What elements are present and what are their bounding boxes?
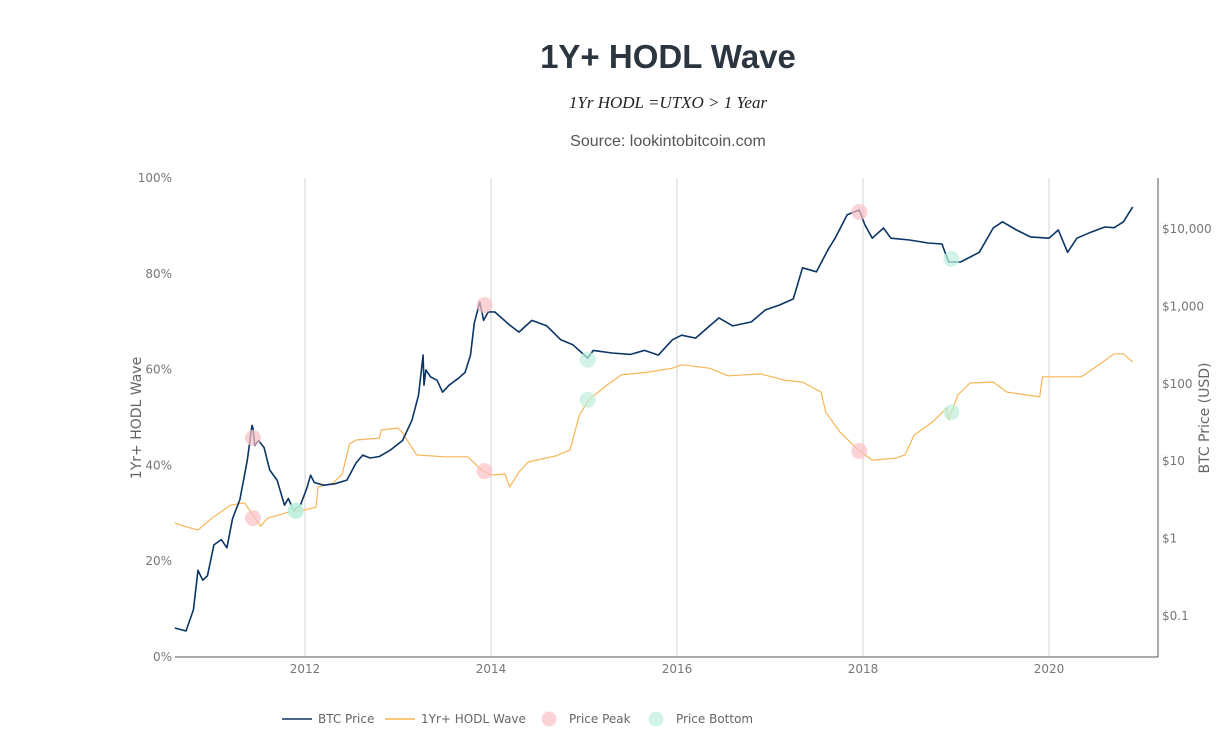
right-y-tick-label: $10 [1162,454,1185,468]
gridlines [304,178,1050,657]
right-y-tick-label: $0.1 [1162,609,1189,623]
price-peak-marker [476,463,493,480]
legend-label: BTC Price [318,712,374,726]
price-bottom-marker [943,250,960,267]
left-y-tick-label: 80% [145,267,172,281]
series-1yr-hodl-wave [174,353,1134,531]
legend-label: Price Bottom [676,712,753,726]
right-y-tick-label: $10,000 [1162,222,1212,236]
right-y-axis-ticks: $0.1 $1 $10 $100 $1,000 $10,000 [1162,222,1212,623]
x-tick-label: 2020 [1034,662,1065,676]
price-peak-marker [244,510,261,527]
x-tick-label: 2014 [476,662,507,676]
left-y-axis-ticks: 0% 20% 40% 60% 80% 100% [138,171,172,664]
legend-marker-swatch [541,711,557,727]
price-bottom-marker [579,351,596,368]
x-tick-label: 2016 [662,662,693,676]
legend-item: 1Yr+ HODL Wave [385,712,526,726]
price-bottom-marker [943,404,960,421]
series-lines [174,206,1134,632]
legend-marker-swatch [648,711,664,727]
x-axis-ticks: 2012 2014 2016 2018 2020 [290,662,1065,676]
legend-label: 1Yr+ HODL Wave [421,712,526,726]
left-y-tick-label: 20% [145,554,172,568]
legend-item: BTC Price [282,712,374,726]
legend-label: Price Peak [569,712,631,726]
chart-source: Source: lookintobitcoin.com [570,133,766,150]
left-y-tick-label: 100% [138,171,172,185]
chart-subtitle: 1Yr HODL =UTXO > 1 Year [569,93,768,112]
legend-item: Price Bottom [648,711,753,727]
left-y-tick-label: 0% [153,650,172,664]
series-btc-price [174,206,1134,632]
price-peak-marker [244,429,261,446]
price-bottom-marker [579,391,596,408]
right-y-tick-label: $1,000 [1162,299,1204,313]
price-peak-marker [476,297,493,314]
right-y-axis-title: BTC Price (USD) [1197,362,1213,473]
legend-item: Price Peak [541,711,631,727]
price-bottom-marker [287,502,304,519]
price-peak-marker [851,203,868,220]
markers [244,203,960,527]
x-tick-label: 2012 [290,662,321,676]
chart-title: 1Y+ HODL Wave [540,38,796,75]
x-tick-label: 2018 [848,662,879,676]
axes [175,178,1159,658]
right-y-tick-label: $1 [1162,532,1177,546]
left-y-tick-label: 40% [145,458,172,472]
legend: BTC Price 1Yr+ HODL Wave Price Peak Price B… [282,711,753,727]
left-y-axis-title: 1Yr+ HODL Wave [129,357,145,479]
left-y-tick-label: 60% [145,363,172,377]
right-y-tick-label: $100 [1162,377,1193,391]
price-peak-marker [851,443,868,460]
